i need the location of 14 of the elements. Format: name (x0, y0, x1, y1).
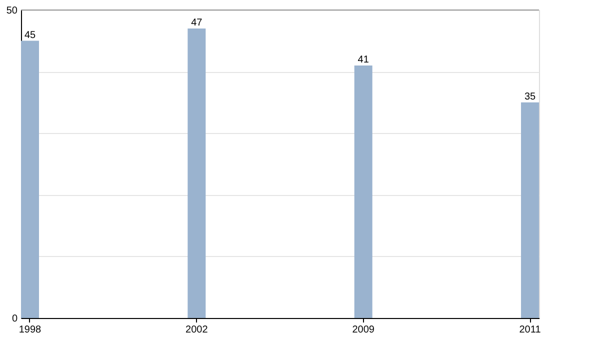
bar (21, 40, 39, 318)
y-tick-label: 50 (6, 6, 18, 16)
data-label: 41 (358, 54, 370, 66)
data-label: 45 (24, 30, 36, 41)
x-tick-label: 2009 (352, 324, 375, 336)
x-tick-label: 2002 (186, 324, 208, 336)
data-label: 47 (191, 17, 203, 28)
y-tick-label: 0 (12, 314, 18, 324)
bar (354, 65, 372, 318)
x-tick-label: 2011 (519, 324, 542, 336)
data-label: 35 (524, 91, 536, 102)
x-tick-label: 1998 (18, 324, 42, 336)
bar (188, 28, 206, 318)
bar (521, 102, 539, 318)
